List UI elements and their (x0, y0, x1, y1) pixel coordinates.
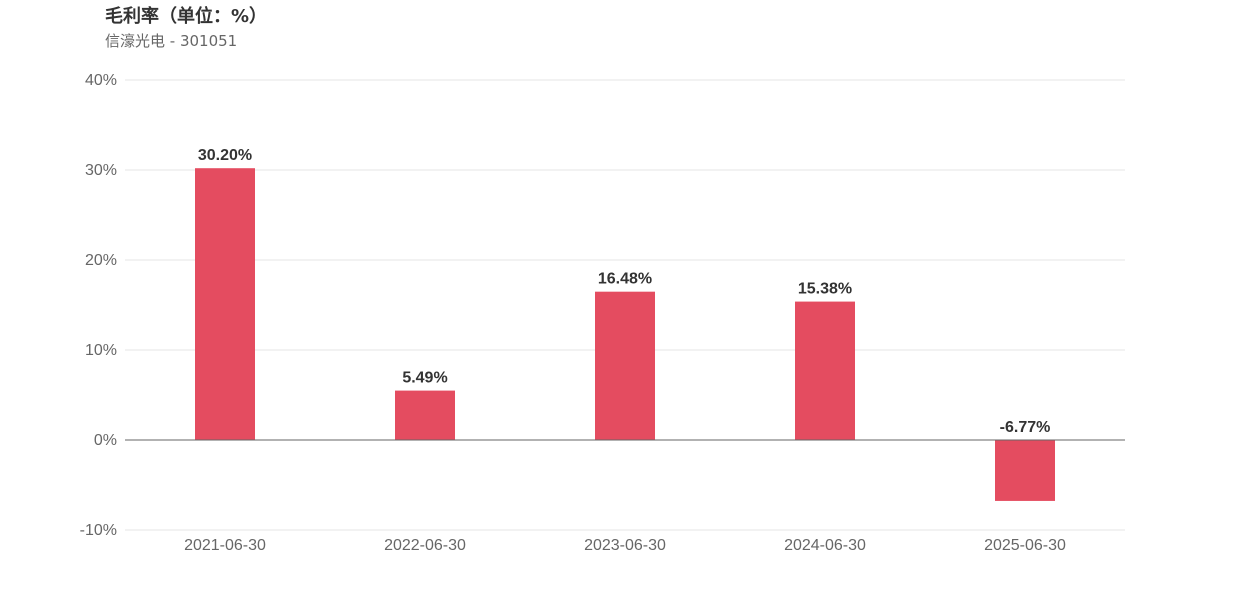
data-label: 5.49% (402, 370, 447, 387)
y-tick-label: 20% (85, 252, 117, 269)
y-tick-label: 40% (85, 72, 117, 89)
y-tick-label: 30% (85, 162, 117, 179)
bar (995, 440, 1055, 501)
x-tick-label: 2025-06-30 (984, 537, 1066, 554)
x-tick-label: 2022-06-30 (384, 537, 466, 554)
bar (595, 291, 655, 440)
y-tick-label: -10% (80, 522, 117, 539)
chart-subtitle: 信濠光电 - 301051 (105, 32, 238, 50)
x-tick-label: 2024-06-30 (784, 537, 866, 554)
x-tick-label: 2021-06-30 (184, 537, 266, 554)
bar (195, 168, 255, 440)
data-label: 15.38% (798, 281, 852, 298)
bar (395, 390, 455, 440)
data-label: 16.48% (598, 271, 652, 288)
y-tick-label: 0% (94, 432, 117, 449)
bar (795, 301, 855, 440)
data-label: -6.77% (1000, 419, 1051, 436)
y-tick-label: 10% (85, 342, 117, 359)
x-tick-label: 2023-06-30 (584, 537, 666, 554)
chart-title: 毛利率（单位：%） (105, 6, 268, 27)
data-label: 30.20% (198, 147, 252, 164)
